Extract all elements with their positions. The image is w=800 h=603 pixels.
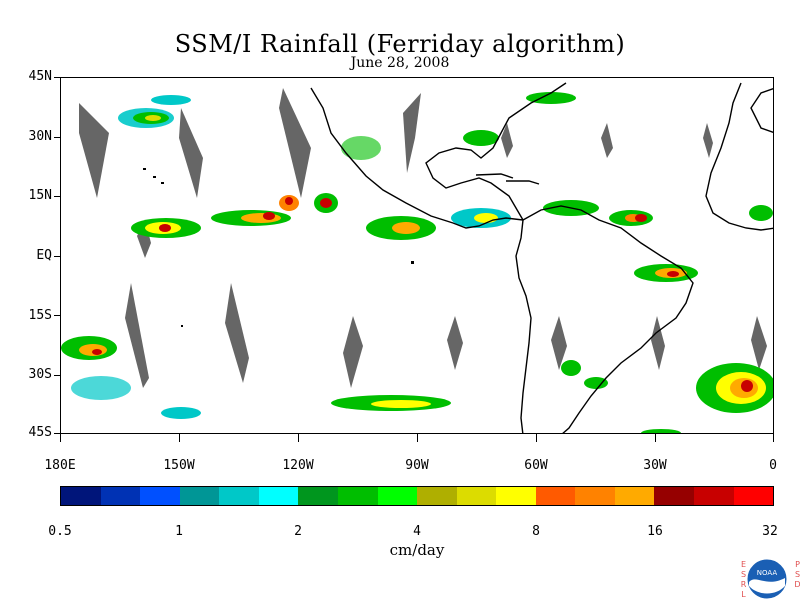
swath-gap [601, 123, 613, 158]
lon-label-120w: 120W [282, 458, 314, 473]
colorbar-segment [219, 487, 259, 505]
lon-label-180e: 180E [44, 458, 76, 473]
colorbar-label-1: 1 [175, 524, 183, 539]
noaa-logo-icon: NOAA [746, 558, 788, 600]
colorbar-segment [140, 487, 180, 505]
lon-label-90w: 90W [405, 458, 429, 473]
colorbar [60, 486, 774, 506]
lon-tick [536, 434, 537, 442]
colorbar-segment [298, 487, 338, 505]
colorbar-units: cm/day [389, 541, 445, 559]
colorbar-segment [575, 487, 615, 505]
colorbar-segment [100, 487, 141, 505]
swath-gap [651, 316, 665, 370]
lon-tick [60, 434, 61, 442]
colorbar-label-32: 32 [762, 524, 778, 539]
lat-tick [54, 315, 60, 316]
colorbar-label-8: 8 [532, 524, 540, 539]
lat-label-eq: EQ [36, 248, 52, 263]
lat-label-30s: 30S [28, 367, 52, 382]
swath-gap [551, 316, 567, 370]
swath-gap [703, 123, 713, 158]
colorbar-segment [496, 487, 536, 505]
lon-label-0: 0 [769, 458, 777, 473]
lat-label-45s: 45S [28, 425, 52, 440]
swath-gap [79, 103, 109, 198]
colorbar-segment [179, 487, 220, 505]
chart-title: SSM/I Rainfall (Ferriday algorithm) [174, 30, 626, 58]
colorbar-segment [258, 487, 299, 505]
lon-tick [655, 434, 656, 442]
missing-data-swaths [79, 88, 767, 388]
colorbar-segment [61, 487, 101, 505]
noaa-emblem-text: NOAA [757, 569, 778, 577]
lon-label-60w: 60W [524, 458, 548, 473]
lat-tick [54, 77, 60, 78]
psd-letters: PSD [793, 560, 800, 590]
colorbar-segment [377, 487, 418, 505]
swath-gap [179, 108, 203, 198]
lat-tick [54, 196, 60, 197]
lon-label-30w: 30W [643, 458, 667, 473]
lat-tick [54, 433, 60, 434]
colorbar-segment [654, 487, 694, 505]
lat-tick [54, 137, 60, 138]
swath-gap [403, 93, 421, 173]
swath-gap [447, 316, 463, 370]
swath-gap [343, 316, 363, 388]
lat-tick [54, 375, 60, 376]
rainfall-map [60, 77, 774, 434]
lon-tick [417, 434, 418, 442]
swath-gap [501, 123, 513, 158]
lon-tick [773, 434, 774, 442]
islands [143, 168, 414, 327]
lat-tick [54, 256, 60, 257]
esrl-letters: ESRL [739, 560, 748, 600]
lon-label-150w: 150W [163, 458, 195, 473]
lon-tick [298, 434, 299, 442]
swath-gap [125, 283, 149, 388]
swath-gap [225, 283, 249, 383]
colorbar-segment [535, 487, 576, 505]
colorbar-segment [417, 487, 457, 505]
colorbar-label-16: 16 [647, 524, 663, 539]
chart-date: June 28, 2008 [350, 55, 450, 71]
lon-tick [179, 434, 180, 442]
colorbar-segment [456, 487, 497, 505]
lat-label-15s: 15S [28, 308, 52, 323]
colorbar-label-0-5: 0.5 [48, 524, 72, 539]
esrl-logo-text: ESRL [738, 560, 748, 603]
colorbar-label-4: 4 [413, 524, 421, 539]
lat-label-15n: 15N [28, 188, 52, 203]
lat-label-45n: 45N [28, 69, 52, 84]
swath-gap [279, 88, 311, 198]
lat-label-30n: 30N [28, 129, 52, 144]
colorbar-segment [614, 487, 655, 505]
colorbar-segment [337, 487, 378, 505]
psd-logo-text: PSD [792, 560, 800, 593]
colorbar-segment [733, 487, 774, 505]
colorbar-label-2: 2 [294, 524, 302, 539]
colorbar-segment [694, 487, 734, 505]
swath-gap [751, 316, 767, 370]
coastlines [310, 82, 773, 433]
rain-bands [61, 92, 773, 433]
